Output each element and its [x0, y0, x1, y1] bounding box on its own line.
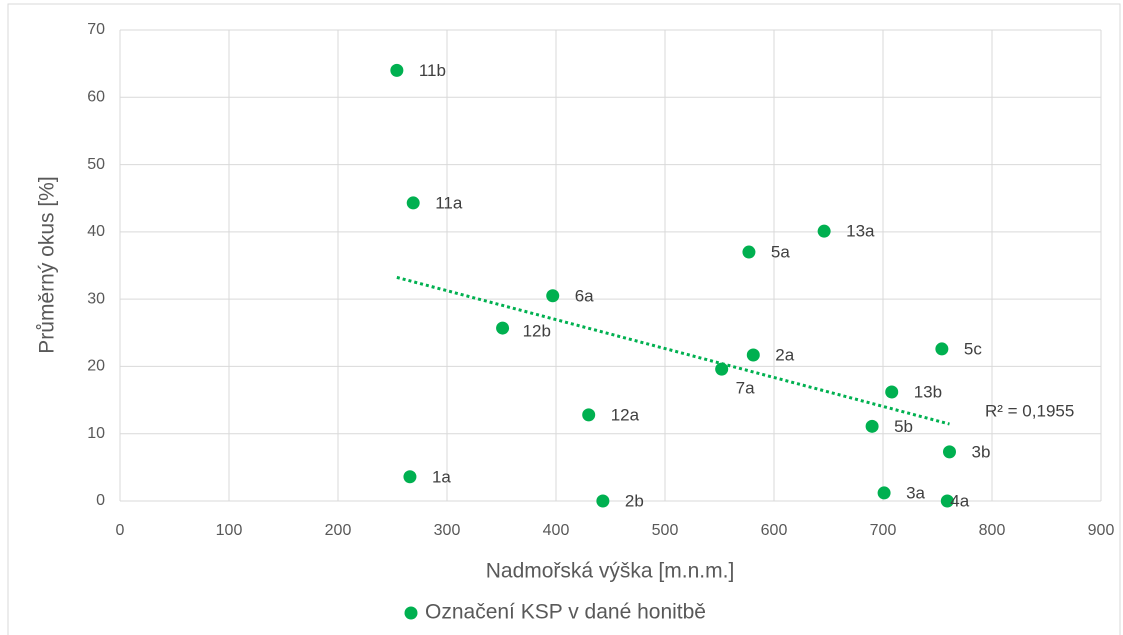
point [817, 224, 831, 238]
x-tick-label: 600 [761, 522, 788, 539]
point [715, 362, 729, 376]
point [942, 445, 956, 459]
x-tick-label: 400 [543, 522, 570, 539]
y-tick-label: 40 [87, 223, 105, 240]
point-label: 12a [611, 405, 640, 424]
point-label: 12b [523, 322, 551, 341]
x-tick-label: 800 [979, 522, 1006, 539]
point-label: 7a [736, 379, 755, 398]
point-label: 2b [625, 491, 644, 510]
y-tick-label: 0 [96, 492, 105, 509]
trendline [396, 275, 950, 426]
point [406, 196, 420, 210]
x-tick-label: 500 [652, 522, 679, 539]
point [885, 385, 899, 399]
y-tick-label: 70 [87, 21, 105, 38]
point-label: 11a [435, 193, 463, 212]
y-tick-label: 10 [87, 425, 105, 442]
point-label: 3a [906, 483, 925, 502]
point-label: 11b [419, 61, 446, 80]
point [877, 486, 891, 500]
point [865, 419, 879, 433]
point [390, 63, 404, 77]
legend-label: Označení KSP v dané honitbě [425, 601, 706, 624]
legend-marker [404, 606, 418, 620]
point [596, 494, 610, 508]
point [940, 494, 954, 508]
point [546, 289, 560, 303]
point-label: 1a [432, 467, 451, 486]
point [746, 348, 760, 362]
point-label: 2a [775, 345, 794, 364]
point [582, 408, 596, 422]
x-tick-label: 900 [1088, 522, 1115, 539]
y-tick-label: 30 [87, 290, 105, 307]
point-label: 13a [846, 222, 875, 241]
point [403, 470, 417, 484]
point-label: 5c [964, 339, 982, 358]
x-tick-label: 100 [216, 522, 243, 539]
point-label: 4a [950, 491, 969, 510]
point-label: 3b [971, 442, 990, 461]
point-label: 5b [894, 417, 913, 436]
x-axis-title: Nadmořská výška [m.n.m.] [486, 560, 735, 583]
point [935, 342, 949, 356]
y-tick-label: 60 [87, 89, 105, 106]
point-label: 6a [575, 286, 594, 305]
x-tick-label: 0 [116, 522, 125, 539]
x-tick-label: 700 [870, 522, 897, 539]
chart-frame [7, 3, 1121, 635]
x-tick-label: 300 [434, 522, 461, 539]
y-tick-label: 20 [87, 358, 105, 375]
point [742, 245, 756, 259]
trendline-label: R² = 0,1955 [985, 401, 1074, 420]
x-tick-label: 200 [325, 522, 352, 539]
point-label: 13b [914, 382, 942, 401]
point-label: 5a [771, 243, 790, 262]
y-axis-title: Průměrný okus [%] [36, 176, 59, 353]
point [496, 321, 510, 335]
y-tick-label: 50 [87, 156, 105, 173]
